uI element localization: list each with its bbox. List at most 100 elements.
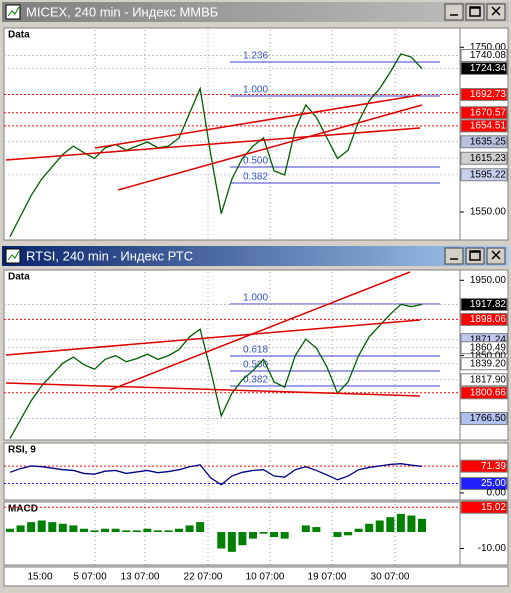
price-label-box bbox=[460, 386, 508, 400]
trend-line bbox=[5, 319, 421, 356]
app-icon-line bbox=[7, 6, 20, 17]
price-label: 1917.82 bbox=[470, 299, 507, 310]
window-button-min[interactable] bbox=[444, 247, 464, 265]
y-tick-label: 1750.00 bbox=[470, 42, 507, 53]
trend-line bbox=[5, 382, 421, 397]
price-label-box bbox=[460, 459, 508, 473]
app-icon-line bbox=[7, 250, 20, 261]
histogram-bar bbox=[418, 518, 426, 533]
histogram-bar bbox=[333, 532, 342, 537]
price-label: 1800.66 bbox=[470, 387, 507, 398]
y-tick-label: 1950.00 bbox=[470, 275, 507, 286]
fib-label: 0.382 bbox=[243, 375, 268, 386]
price-label: 1839.20 bbox=[470, 358, 507, 369]
price-label-box bbox=[460, 298, 508, 312]
fib-label: 0.500 bbox=[243, 360, 268, 371]
window-title: RTSI, 240 min - Индекс РТС bbox=[26, 248, 193, 263]
histogram-bar bbox=[301, 525, 310, 533]
window-button-glyph bbox=[491, 250, 501, 260]
price-label: 1724.34 bbox=[470, 63, 507, 74]
histogram-bar bbox=[259, 532, 268, 534]
price-label-box bbox=[460, 106, 508, 120]
price-label: 1740.08 bbox=[470, 50, 507, 61]
time-label: 5 07:00 bbox=[73, 572, 107, 583]
histogram-bar bbox=[6, 528, 14, 533]
price-label-box bbox=[460, 135, 508, 149]
price-label-box bbox=[460, 312, 508, 326]
histogram-bar bbox=[386, 517, 395, 533]
histogram-bar bbox=[365, 523, 374, 533]
price-label-box bbox=[460, 151, 508, 165]
histogram-bar bbox=[175, 528, 184, 533]
window-button-glyph bbox=[469, 250, 481, 261]
histogram-bar bbox=[143, 528, 152, 533]
price-label-box bbox=[460, 341, 508, 355]
price-label: 1615.23 bbox=[470, 153, 507, 164]
fib-label: 0.618 bbox=[243, 345, 268, 356]
trend-line bbox=[94, 94, 421, 149]
title-bar bbox=[2, 2, 509, 22]
histogram-bar bbox=[58, 523, 67, 533]
price-line bbox=[9, 53, 423, 238]
fib-label: 1.236 bbox=[243, 51, 268, 62]
fib-label: 1.000 bbox=[243, 85, 268, 96]
time-label: 10 07:00 bbox=[246, 572, 285, 583]
price-label-box bbox=[460, 357, 508, 371]
price-label: 1860.49 bbox=[470, 342, 507, 353]
y-tick-label: 1550.00 bbox=[470, 207, 507, 218]
price-label: 1766.50 bbox=[470, 413, 507, 424]
trend-line bbox=[5, 127, 421, 161]
window-button-min[interactable] bbox=[444, 3, 464, 21]
time-label: 15:00 bbox=[27, 572, 52, 583]
fib-label: 0.500 bbox=[243, 156, 268, 167]
y-tick-label: -10.00 bbox=[478, 543, 507, 554]
window-title: MICEX, 240 min - Индекс ММВБ bbox=[26, 4, 218, 19]
y-tick-label: 1850.00 bbox=[470, 350, 507, 361]
pane-label: Data bbox=[8, 30, 30, 41]
pane-label: MACD bbox=[8, 504, 38, 515]
price-label-box bbox=[460, 61, 508, 75]
time-axis bbox=[3, 566, 509, 587]
price-label: 1898.06 bbox=[470, 314, 507, 325]
histogram-bar bbox=[111, 528, 120, 533]
price-label: 71.39 bbox=[481, 461, 506, 472]
price-label-box bbox=[460, 477, 508, 491]
price-label-box bbox=[460, 87, 508, 101]
histogram-bar bbox=[164, 530, 173, 533]
time-label: 13 07:00 bbox=[121, 572, 160, 583]
histogram-bar bbox=[280, 532, 289, 539]
price-label: 15.02 bbox=[481, 502, 506, 513]
histogram-bar bbox=[122, 530, 131, 533]
price-label: 1817.90 bbox=[470, 374, 507, 385]
pane-label: RSI, 9 bbox=[8, 445, 36, 456]
window-button-glyph bbox=[469, 6, 481, 17]
plot-area bbox=[3, 27, 461, 241]
price-label: 1654.51 bbox=[470, 121, 507, 132]
histogram-bar bbox=[101, 528, 110, 533]
window-button-glyph bbox=[491, 6, 501, 16]
price-label: 1670.57 bbox=[470, 107, 507, 118]
price-label-box bbox=[460, 500, 508, 514]
histogram-bar bbox=[344, 532, 353, 536]
histogram-bar bbox=[79, 528, 88, 533]
price-line bbox=[9, 303, 423, 439]
histogram-bar bbox=[196, 522, 205, 533]
histogram-bar bbox=[407, 515, 416, 533]
histogram-bar bbox=[238, 532, 247, 546]
histogram-bar bbox=[217, 532, 226, 549]
plot-area bbox=[3, 269, 461, 441]
histogram-bar bbox=[153, 530, 162, 533]
price-label-box bbox=[460, 119, 508, 133]
histogram-bar bbox=[248, 532, 257, 539]
price-label-box bbox=[460, 412, 508, 426]
histogram-bar bbox=[16, 525, 25, 533]
price-label-box bbox=[460, 48, 508, 62]
histogram-bar bbox=[90, 530, 99, 533]
histogram-bar bbox=[27, 522, 36, 533]
histogram-bar bbox=[132, 530, 141, 533]
price-label: 1692.73 bbox=[470, 89, 507, 100]
histogram-bar bbox=[396, 513, 405, 533]
pane-label: Data bbox=[8, 272, 30, 283]
plot-area bbox=[3, 442, 461, 501]
